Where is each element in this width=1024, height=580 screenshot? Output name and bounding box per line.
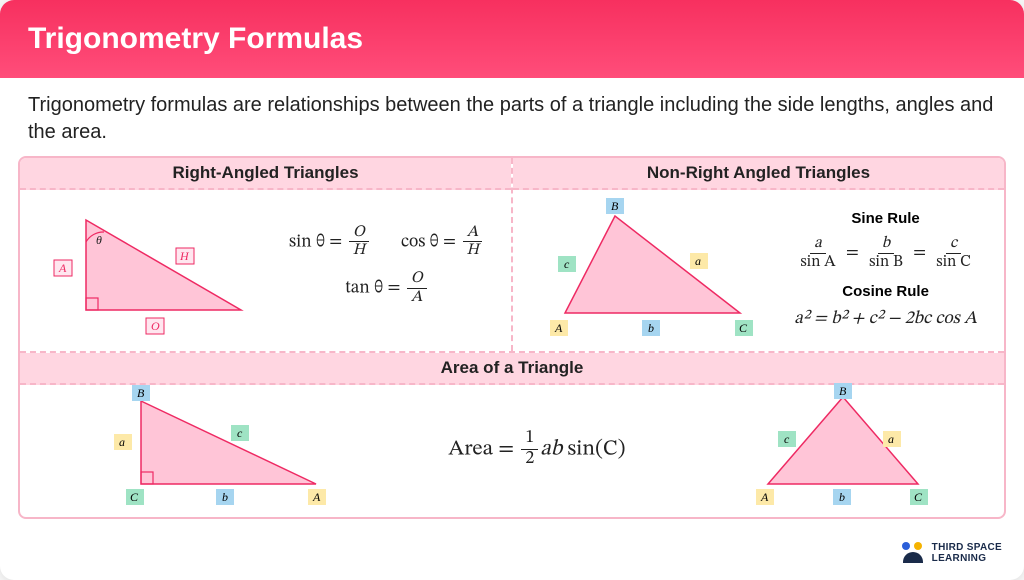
- formula-panel: Right-Angled Triangles θ A H: [18, 156, 1006, 519]
- sin-formula: sin θ = OH: [289, 224, 371, 260]
- non-right-formulas: Sine Rule asin A = bsin B = csin C Cosin…: [794, 210, 977, 331]
- cos-formula: cos θ = AH: [401, 224, 485, 260]
- area-title: Area of a Triangle: [20, 353, 1004, 385]
- svg-text:b: b: [222, 490, 228, 504]
- svg-text:H: H: [179, 249, 190, 263]
- area-triangle-right: B c a A b C: [738, 389, 938, 509]
- non-right-title: Non-Right Angled Triangles: [513, 158, 1004, 190]
- svg-text:B: B: [839, 384, 847, 398]
- row-top: Right-Angled Triangles θ A H: [20, 158, 1004, 353]
- right-angled-section: Right-Angled Triangles θ A H: [20, 158, 513, 351]
- logo-mark-icon: [900, 542, 926, 564]
- svg-text:a: a: [888, 432, 894, 446]
- intro-text: Trigonometry formulas are relationships …: [0, 78, 1024, 156]
- right-angled-title: Right-Angled Triangles: [20, 158, 511, 190]
- card: Trigonometry Formulas Trigonometry formu…: [0, 0, 1024, 580]
- tan-formula: tan θ = OA: [345, 270, 428, 306]
- cosine-rule-title: Cosine Rule: [842, 283, 929, 300]
- area-body: B a c C b A Area = 12ab sin(C): [20, 385, 1004, 517]
- svg-text:A: A: [312, 490, 321, 504]
- svg-text:A: A: [554, 321, 563, 335]
- svg-text:θ: θ: [96, 233, 102, 247]
- svg-text:b: b: [839, 490, 845, 504]
- svg-text:C: C: [739, 321, 748, 335]
- svg-text:C: C: [914, 490, 923, 504]
- area-triangle-left: B a c C b A: [86, 389, 336, 509]
- svg-text:A: A: [58, 261, 67, 275]
- page-title: Trigonometry Formulas: [28, 22, 363, 55]
- right-triangle-diagram: θ A H O: [46, 200, 256, 330]
- svg-text:B: B: [611, 199, 619, 213]
- svg-text:a: a: [695, 254, 701, 268]
- brand-logo: THIRD SPACE LEARNING: [900, 542, 1002, 564]
- sine-rule-title: Sine Rule: [851, 210, 919, 227]
- non-right-section: Non-Right Angled Triangles B c a: [513, 158, 1004, 351]
- sine-rule-formula: asin A = bsin B = csin C: [794, 235, 977, 271]
- svg-text:a: a: [119, 435, 125, 449]
- area-formula: Area = 12ab sin(C): [448, 429, 625, 470]
- svg-text:c: c: [237, 426, 243, 440]
- non-right-body: B c a A b: [513, 190, 1004, 351]
- svg-text:O: O: [151, 319, 160, 333]
- cosine-rule-formula: a² = b² + c² − 2bc cos A: [794, 308, 977, 331]
- header: Trigonometry Formulas: [0, 0, 1024, 78]
- svg-text:c: c: [784, 432, 790, 446]
- svg-text:B: B: [137, 386, 145, 400]
- right-angled-formulas: sin θ = OH cos θ = AH tan θ = OA: [289, 224, 485, 306]
- svg-text:c: c: [564, 257, 570, 271]
- logo-text: THIRD SPACE LEARNING: [932, 542, 1002, 564]
- right-angled-body: θ A H O sin θ =: [20, 190, 511, 340]
- svg-text:A: A: [760, 490, 769, 504]
- non-right-triangle-diagram: B c a A b: [540, 198, 760, 343]
- area-section: Area of a Triangle B a c C b A: [20, 353, 1004, 517]
- svg-text:b: b: [648, 321, 654, 335]
- svg-text:C: C: [130, 490, 139, 504]
